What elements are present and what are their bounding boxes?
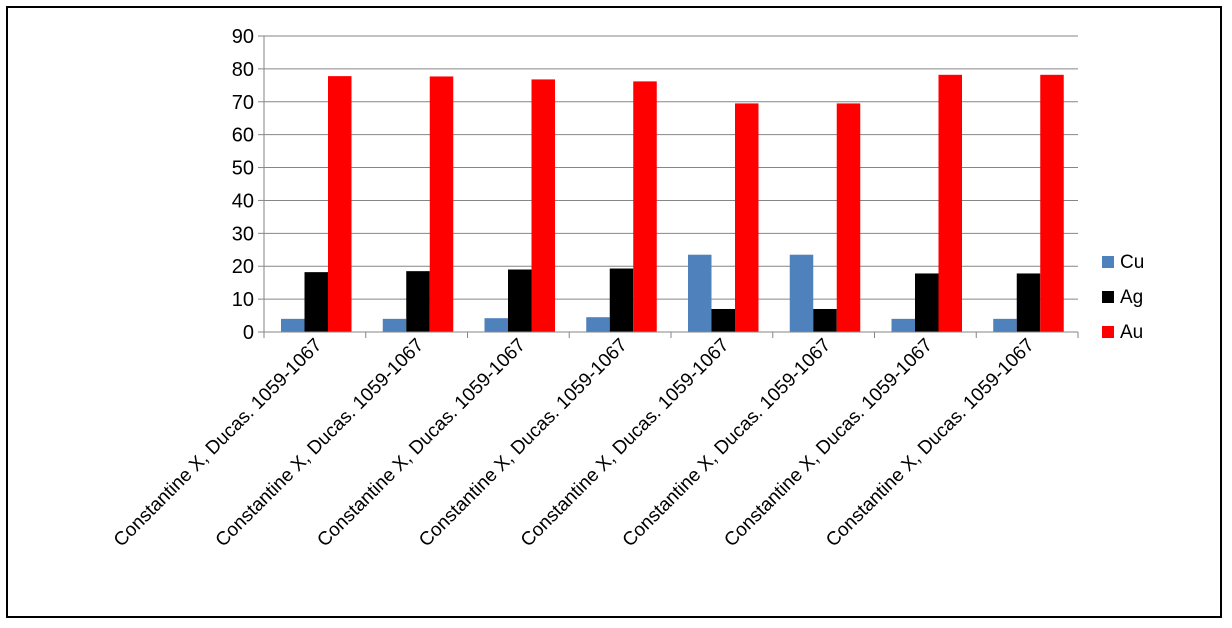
y-tick-label: 0 — [243, 322, 254, 344]
x-category-label: Constantine X, Ducas. 1059-1067 — [517, 335, 734, 552]
bars — [281, 74, 1064, 333]
legend-label-cu: Cu — [1120, 252, 1144, 273]
bar-au — [328, 76, 352, 332]
legend-swatch-cu — [1102, 256, 1114, 268]
bar-cu — [484, 318, 508, 332]
gridlines — [264, 35, 1078, 300]
legend-label-au: Au — [1120, 322, 1143, 343]
y-tick-label: 10 — [232, 289, 254, 311]
bar-ag — [508, 269, 532, 332]
bar-au — [1040, 74, 1064, 332]
bar-cu — [586, 317, 610, 332]
bar-au — [429, 76, 454, 332]
bar-cu — [993, 318, 1017, 332]
bar-au — [938, 74, 962, 332]
bar-au — [836, 103, 861, 332]
axes — [263, 36, 1079, 338]
x-category-label: Constantine X, Ducas. 1059-1067 — [619, 335, 836, 552]
bar-cu — [382, 318, 407, 332]
chart-frame: 0 10 20 30 40 50 60 70 80 90 Constantine X, Ducas… — [6, 6, 1222, 618]
x-category-label: Constantine X, Ducas. 1059-1067 — [212, 335, 429, 552]
bar-ag — [813, 308, 837, 332]
bar-cu — [688, 254, 712, 332]
x-category-label: Constantine X, Ducas. 1059-1067 — [415, 335, 632, 552]
legend-swatch-ag — [1102, 291, 1114, 303]
y-tick-label: 30 — [232, 223, 254, 245]
bar-ag — [609, 268, 634, 332]
bar-cu — [891, 318, 915, 332]
bar-chart: 0 10 20 30 40 50 60 70 80 90 Constantine X, Ducas… — [110, 26, 1144, 552]
bar-ag — [304, 272, 328, 332]
bar-au — [633, 81, 657, 333]
x-category-label: Constantine X, Ducas. 1059-1067 — [110, 335, 327, 552]
legend-swatch-au — [1102, 326, 1114, 338]
x-category-label: Constantine X, Ducas. 1059-1067 — [822, 335, 1039, 552]
x-category-label: Constantine X, Ducas. 1059-1067 — [720, 335, 937, 552]
y-tick-label: 60 — [232, 125, 254, 147]
legend: Cu Ag Au — [1102, 252, 1144, 343]
y-tick-label: 20 — [232, 256, 254, 278]
y-axis-ticks: 0 10 20 30 40 50 60 70 80 90 — [232, 26, 264, 344]
bar-cu — [281, 318, 305, 332]
bar-au — [531, 79, 555, 332]
x-category-label: Constantine X, Ducas. 1059-1067 — [313, 335, 530, 552]
bar-ag — [406, 271, 430, 332]
y-tick-label: 50 — [232, 158, 254, 180]
y-tick-label: 40 — [232, 190, 254, 212]
legend-label-ag: Ag — [1120, 287, 1143, 308]
bar-cu — [789, 254, 814, 332]
y-tick-label: 90 — [232, 26, 254, 48]
bar-ag — [1016, 273, 1041, 332]
y-tick-label: 80 — [232, 59, 254, 81]
bar-au — [735, 103, 759, 332]
x-axis-labels: Constantine X, Ducas. 1059-1067Constanti… — [110, 335, 1039, 552]
bar-ag — [915, 273, 939, 332]
bar-ag — [711, 308, 735, 332]
y-tick-label: 70 — [232, 92, 254, 114]
